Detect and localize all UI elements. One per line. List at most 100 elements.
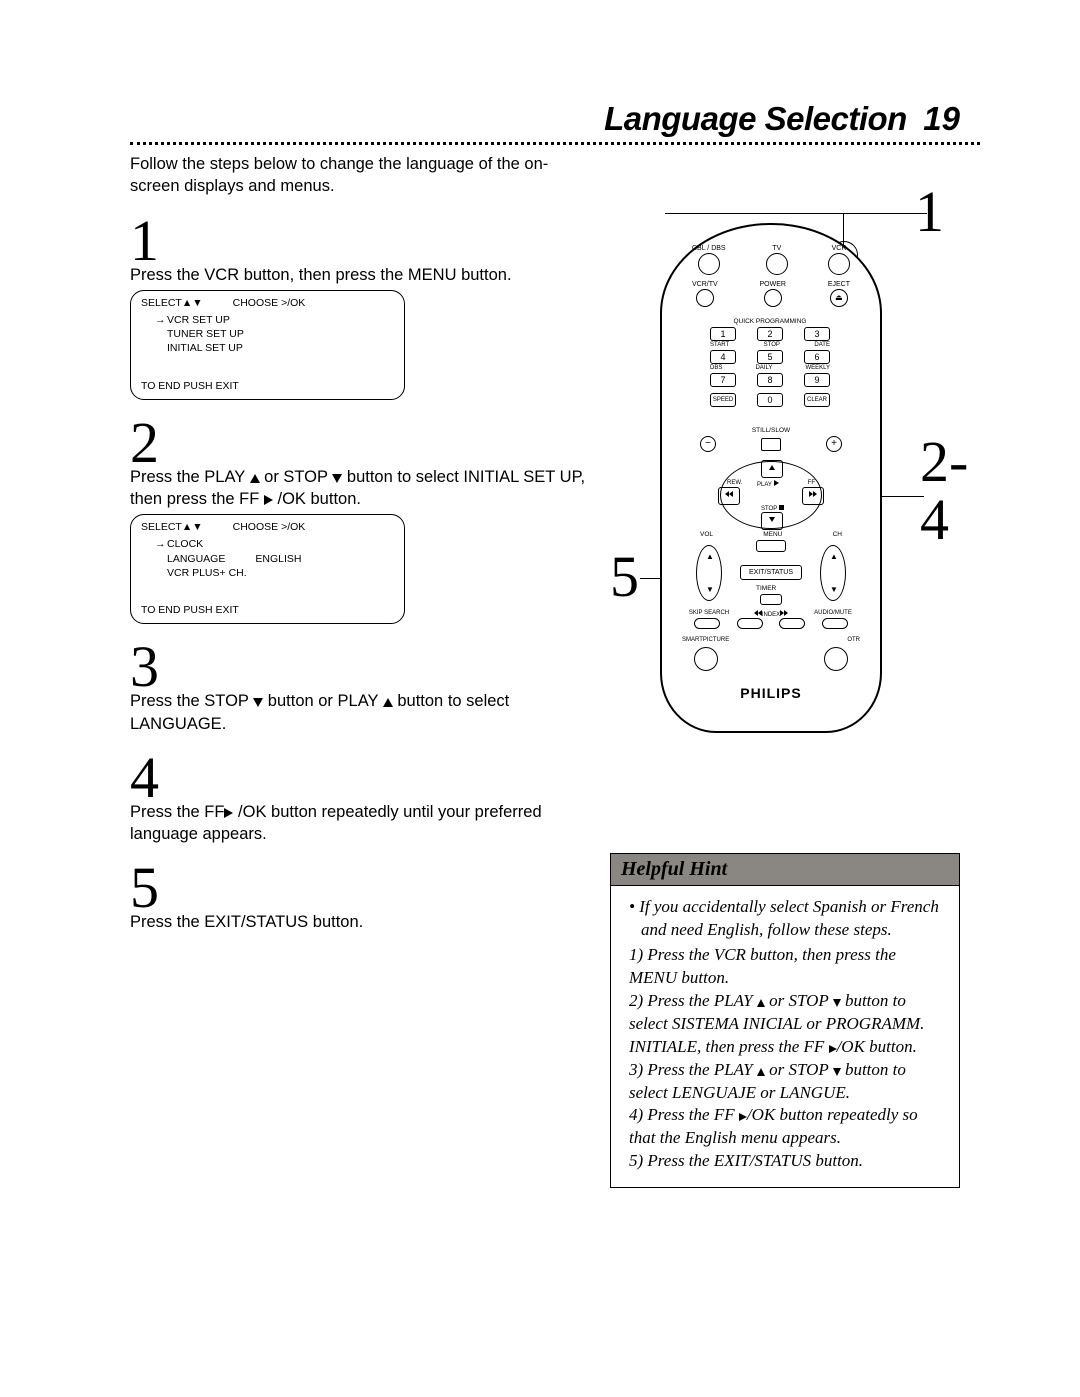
osd-2-header: SELECT▲▼ CHOOSE >/OK [141,521,394,533]
vol-rocker: ▲▼ [696,545,722,601]
timer-label: TIMER [756,585,776,592]
play-icon [774,480,779,486]
up-icon [757,999,765,1007]
osd-2-select: SELECT▲▼ [141,521,203,533]
down-icon [833,1068,841,1076]
right-icon [224,808,233,818]
minus-button: − [700,436,716,452]
right-column: 1 2-4 5 CBL / DBS TV VCR [610,153,980,934]
skip-labels: SKIP SEARCH INDEX AUDIO/MUTE [678,610,864,618]
osd-2-item: →CLOCK [155,537,394,551]
helpful-hint-body: • If you accidentally select Spanish or … [611,886,959,1187]
step-4-num: 4 [130,749,590,807]
step-1-num: 1 [130,212,590,270]
osd-1-item: TUNER SET UP [155,327,394,341]
stillslow-row: − + [700,436,842,452]
right-icon [829,1045,837,1053]
hint-line-4: 4) Press the FF /OK button repeatedly so… [629,1104,941,1150]
osd-2: SELECT▲▼ CHOOSE >/OK →CLOCK LANGUAGEENGL… [130,514,405,624]
speed-button: SPEED [710,393,736,407]
osd-2-body: →CLOCK LANGUAGEENGLISH VCR PLUS+ CH. [155,537,394,580]
stop-button [761,512,783,530]
timer-button [760,594,782,605]
down-icon [332,474,342,483]
page-title: Language Selection [604,100,907,137]
intro-text: Follow the steps below to change the lan… [130,153,590,198]
callout-1: 1 [915,183,944,241]
bottom-labels: SMARTPICTUREOTR [682,637,860,643]
rew-button [718,487,740,505]
page-number: 19 [923,100,960,137]
dotted-rule [130,142,980,145]
step-4-text: Press the FF /OK button repeatedly until… [130,801,590,846]
osd-1-item: INITIAL SET UP [155,341,394,355]
power-button [764,289,782,307]
page: Language Selection 19 Follow the steps b… [0,0,1080,1397]
up-icon [757,1068,765,1076]
osd-1-footer: TO END PUSH EXIT [141,380,239,392]
step-3-text: Press the STOP button or PLAY button to … [130,690,590,735]
down-icon [253,698,263,707]
osd-2-footer: TO END PUSH EXIT [141,604,239,616]
osd-2-choose: CHOOSE >/OK [233,521,306,533]
remote-diagram: 1 2-4 5 CBL / DBS TV VCR [620,183,970,743]
remote-row-2: VCR/TV POWER EJECT⏏ [692,281,850,307]
hint-line-1: 1) Press the VCR button, then press the … [629,944,941,990]
osd-1-select: SELECT▲▼ [141,297,203,309]
smartpicture-button [694,647,718,671]
exit-status-button: EXIT/STATUS [740,565,802,580]
hint-line-3: 3) Press the PLAY or STOP button to sele… [629,1059,941,1105]
remote-numpad: QUICK PROGRAMMING 123 STARTSTOPDATE 456 … [710,318,830,410]
audio-mute-button [822,618,848,629]
skip-search-button [694,618,720,629]
index-next-button [779,618,805,629]
up-icon [250,474,260,483]
pause-button [761,438,781,451]
right-icon [739,1113,747,1121]
up-icon [383,698,393,707]
vcr-tv-button [696,289,714,307]
ch-rocker: ▲▼ [820,545,846,601]
down-icon [833,999,841,1007]
play-button [761,460,783,478]
index-prev-button [737,618,763,629]
remote-control: CBL / DBS TV VCR VCR/TV POWER EJECT⏏ QUI… [660,223,882,733]
hint-bullet: • If you accidentally select Spanish or … [641,896,941,942]
right-icon [264,495,273,505]
title-row: Language Selection 19 [130,100,980,138]
callout-line [665,213,927,214]
stillslow-label: STILL/SLOW [660,427,882,434]
key-5: 5 [757,350,783,364]
osd-2-item: VCR PLUS+ CH. [155,566,394,580]
skip-row [694,618,848,629]
up-icon [769,465,775,470]
step-5-num: 5 [130,859,590,917]
key-7: 7 [710,373,736,387]
transport-diamond: REW. PLAY FF STOP [720,461,822,529]
helpful-hint-box: Helpful Hint • If you accidentally selec… [610,853,960,1188]
callout-5: 5 [610,548,639,606]
columns: Follow the steps below to change the lan… [130,153,980,934]
cbl-dbs-button [698,253,720,275]
key-4: 4 [710,350,736,364]
step-2-text: Press the PLAY or STOP button to select … [130,466,590,511]
plus-button: + [826,436,842,452]
ff-icon [809,492,817,499]
vcr-button [828,253,850,275]
key-2: 2 [757,327,783,341]
otr-button [824,647,848,671]
eject-button: ⏏ [830,289,848,307]
hint-line-5: 5) Press the EXIT/STATUS button. [629,1150,941,1173]
callout-2-4: 2-4 [920,433,970,549]
tv-button [766,253,788,275]
menu-button [756,540,786,552]
key-8: 8 [757,373,783,387]
stop-icon [779,505,784,510]
left-column: Follow the steps below to change the lan… [130,153,590,934]
ff-button [802,487,824,505]
hint-line-2: 2) Press the PLAY or STOP button to sele… [629,990,941,1059]
step-2-num: 2 [130,414,590,472]
osd-1-item: →VCR SET UP [155,313,394,327]
osd-2-item: LANGUAGEENGLISH [155,552,394,566]
key-1: 1 [710,327,736,341]
